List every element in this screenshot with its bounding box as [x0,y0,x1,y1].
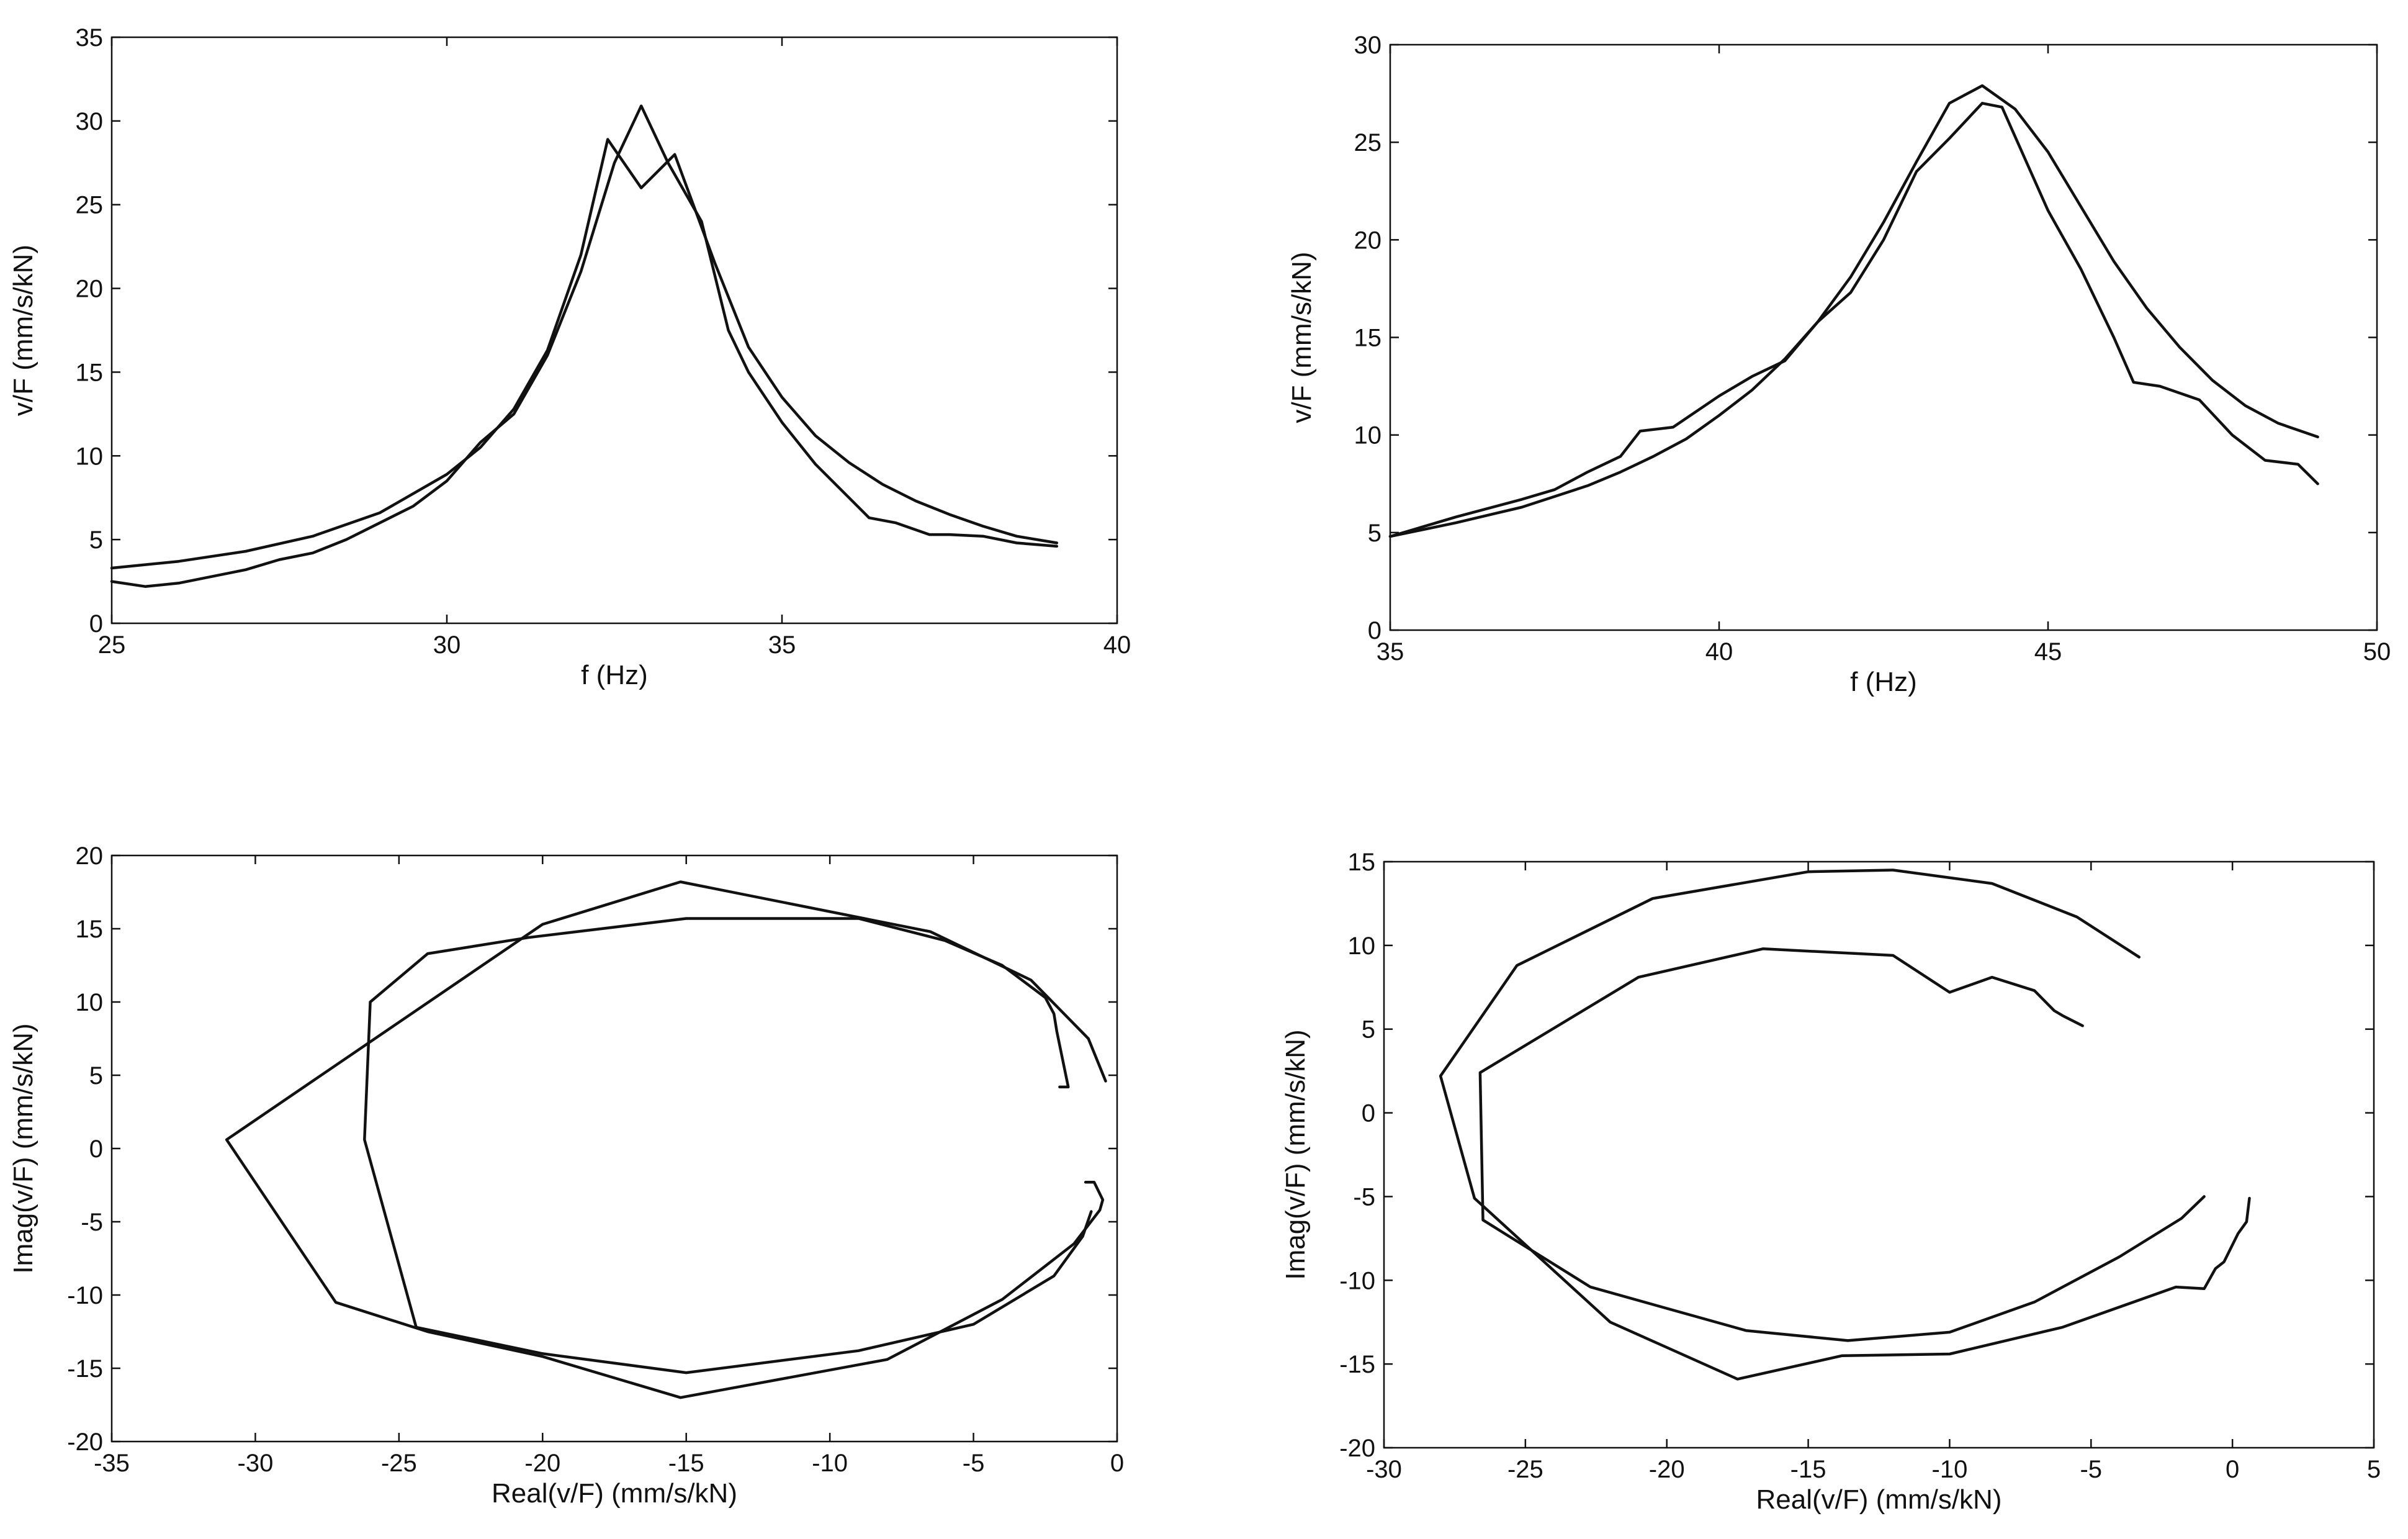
x-tick-label: -30 [1366,1456,1402,1483]
x-tick-label: -25 [381,1450,417,1477]
x-tick-label: -15 [1790,1456,1826,1483]
x-tick-label: -30 [238,1450,274,1477]
y-tick-label: 25 [1354,129,1382,156]
x-tick-label: 5 [2367,1456,2381,1483]
x-tick-label: -35 [94,1450,130,1477]
y-tick-label: -5 [1353,1183,1375,1211]
y-axis-label: v/F (mm/s/kN) [1287,251,1317,423]
plot-frame [1389,43,2378,631]
x-tick-label: 50 [2363,638,2391,666]
series-line-1 [1439,869,2251,1381]
y-tick-label: 10 [76,443,104,470]
panel-top-left: 25 30 35 40 0 5 10 15 20 25 30 35 f (Hz) v/F (mm/s/kN… [8,24,1131,690]
y-tick-label: 15 [76,359,104,386]
panel-bottom-left: -35 -30 -25 -20 -15 -10 -5 0 -20 -15 -10 -5 0 5 10 15 20… [8,842,1124,1509]
y-tick-label: 20 [76,276,104,303]
y-tick-label: -20 [67,1428,103,1456]
plot-frame [110,36,1118,625]
y-tick-label: -10 [67,1282,103,1309]
y-tick-label: 0 [89,610,103,638]
y-tick-label: 10 [1348,932,1376,960]
x-axis-label: f (Hz) [1850,667,1917,697]
plot-frame [1383,860,2375,1449]
x-tick-label: 35 [768,631,796,659]
series-line-1 [110,138,1059,570]
x-tick-label: -5 [963,1450,985,1477]
x-axis-label: Real(v/F) (mm/s/kN) [492,1478,737,1509]
y-tick-label: 0 [1368,617,1381,644]
y-tick-label: 0 [89,1135,103,1163]
x-tick-label: -25 [1507,1456,1543,1483]
y-tick-label: 15 [1354,325,1382,352]
x-tick-label: 0 [1110,1450,1124,1477]
y-tick-label: 10 [76,989,104,1016]
y-tick-label: 5 [89,526,103,554]
y-axis-label: Imag(v/F) (mm/s/kN) [1280,1029,1311,1279]
x-tick-label: 25 [98,631,126,659]
y-tick-label: 0 [1362,1100,1375,1127]
y-axis-label: v/F (mm/s/kN) [8,245,38,416]
x-tick-label: -20 [1649,1456,1685,1483]
x-tick-label: 30 [433,631,461,659]
y-tick-label: 5 [89,1062,103,1090]
y-tick-label: 5 [1362,1016,1375,1044]
x-axis-label: f (Hz) [581,660,648,690]
series-line-2 [1478,947,2206,1342]
plot-frame [110,854,1118,1443]
y-tick-label: 20 [76,842,104,870]
panel-top-right: 35 40 45 50 0 5 10 15 20 25 30 f (Hz) v/F (mm/s/kN) [1287,32,2391,697]
x-tick-label: 35 [1377,638,1404,666]
x-tick-label: -5 [2080,1456,2102,1483]
series-line-2 [110,104,1059,588]
y-tick-label: 10 [1354,422,1382,449]
series-line-2 [1388,102,2319,538]
x-tick-label: 40 [1705,638,1733,666]
y-tick-label: -20 [1339,1435,1375,1462]
x-tick-label: -15 [668,1450,704,1477]
y-axis-label: Imag(v/F) (mm/s/kN) [8,1023,38,1273]
y-tick-label: -15 [1339,1351,1375,1378]
y-tick-label: 35 [76,24,104,52]
y-tick-label: 25 [76,192,104,219]
y-tick-label: 5 [1368,520,1381,547]
y-tick-label: 15 [1348,849,1376,876]
panel-bottom-right: -30 -25 -20 -15 -10 -5 0 5 -20 -15 -10 -5 0 5 10 15 Real… [1280,849,2381,1515]
x-tick-label: 45 [2034,638,2062,666]
x-tick-label: -10 [812,1450,848,1477]
y-tick-label: 15 [76,916,104,943]
y-tick-label: -10 [1339,1267,1375,1294]
y-tick-label: 30 [76,108,104,135]
series-line-1 [363,917,1093,1374]
x-tick-label: 0 [2226,1456,2239,1483]
y-tick-label: -15 [67,1355,103,1383]
series-line-1 [1388,84,2319,538]
x-tick-label: -10 [1932,1456,1968,1483]
y-tick-label: -5 [81,1209,103,1236]
series-line-2 [225,880,1107,1399]
x-tick-label: 40 [1103,631,1131,659]
y-tick-label: 30 [1354,32,1382,59]
y-tick-label: 20 [1354,227,1382,254]
x-tick-label: -20 [524,1450,560,1477]
x-axis-label: Real(v/F) (mm/s/kN) [1756,1484,2002,1515]
